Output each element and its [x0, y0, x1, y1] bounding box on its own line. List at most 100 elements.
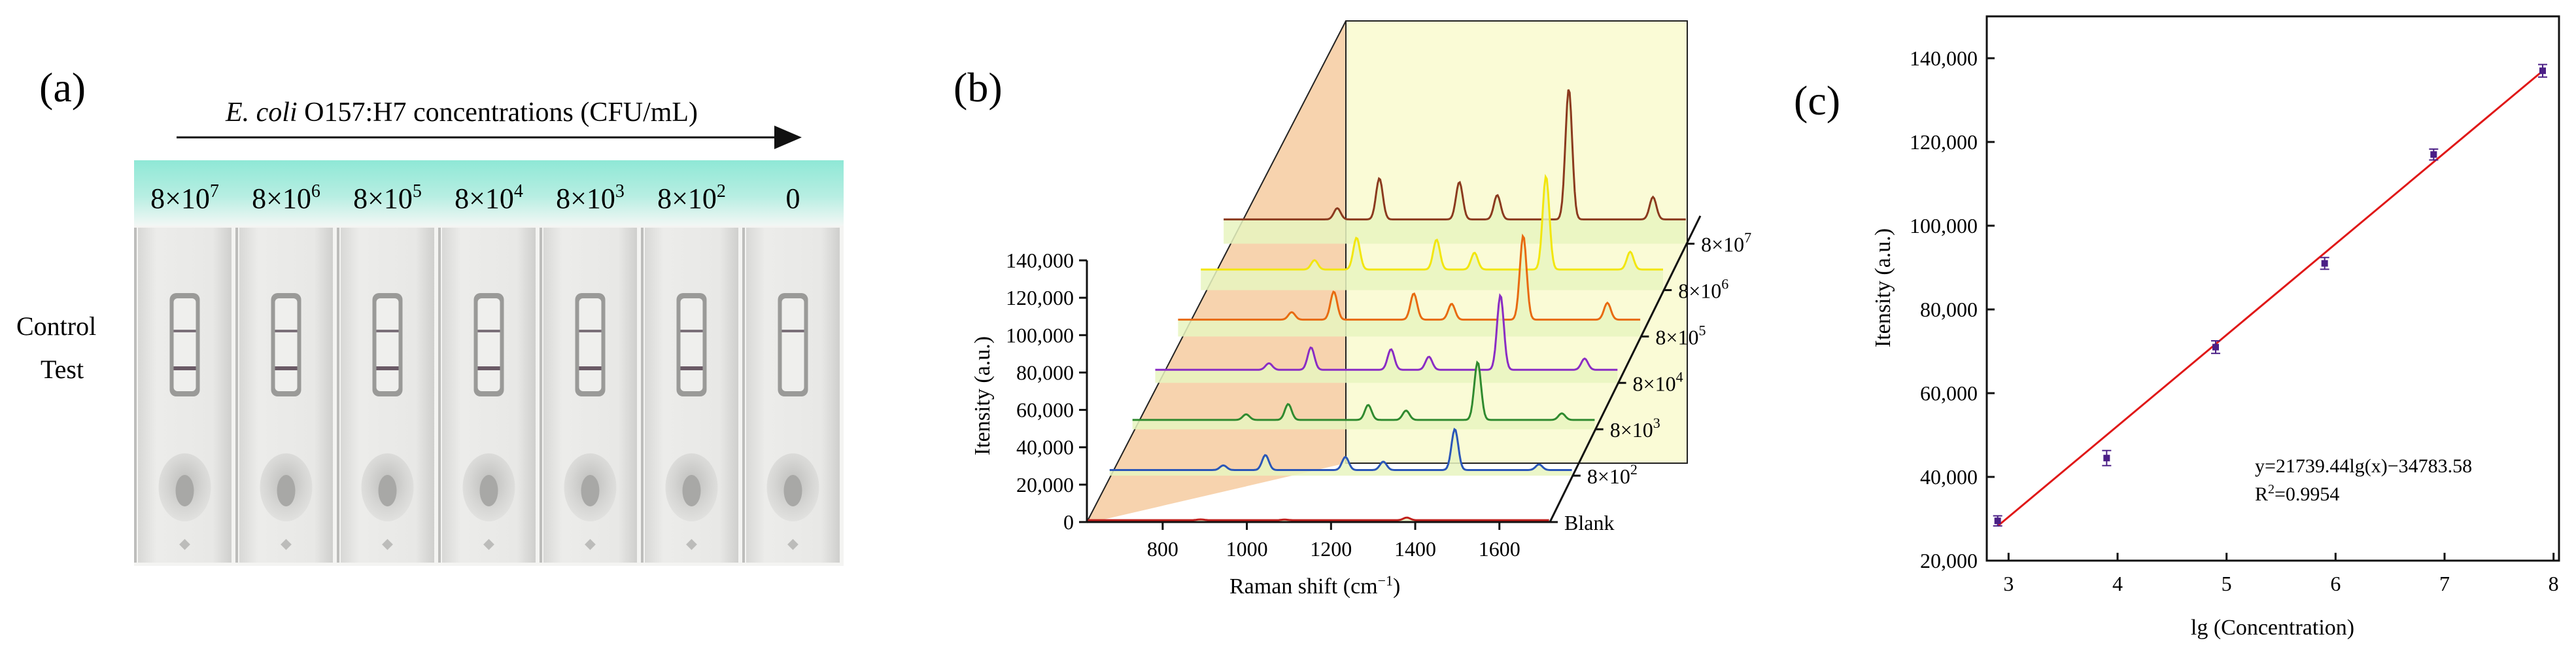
test-strip: 8×103 ◆	[540, 181, 637, 563]
raman-x-label: Raman shift (cm−1)	[1229, 572, 1400, 599]
spectrum-slice	[1109, 427, 1572, 476]
strip-concentration-base: 8×10	[657, 183, 717, 215]
raman-y-tick-label: 80,000	[1016, 360, 1074, 384]
panel-a: (a) E. coli O157:H7 concentrations (CFU/…	[16, 64, 844, 566]
calib-point	[2538, 63, 2547, 78]
panel-b-label: (b)	[953, 64, 1003, 111]
raman-y-tick-label: 20,000	[1016, 473, 1074, 497]
sample-well-hole	[783, 475, 802, 506]
concentration-label-exp: 6	[1721, 275, 1728, 292]
spectrum-slice	[1132, 360, 1595, 430]
calib-plot-frame	[1985, 15, 2560, 562]
spectrum-fill	[1178, 236, 1641, 337]
raman-x-tick-label: 800	[1147, 537, 1178, 561]
raman-y-tick-label: 60,000	[1016, 398, 1074, 422]
calib-y-tick-label: 40,000	[1920, 465, 1978, 489]
calib-y-tick-label: 60,000	[1920, 381, 1978, 405]
spectrum-slice	[1178, 234, 1641, 337]
strip-window	[680, 298, 703, 391]
concentration-label-base: 8×10	[1678, 279, 1721, 302]
raman-x-tick-label: 1000	[1226, 537, 1268, 561]
test-line	[477, 366, 500, 370]
test-line	[579, 366, 602, 370]
sample-well-hole	[277, 475, 296, 506]
concentration-label-base: Blank	[1564, 511, 1614, 534]
concentration-label-exp: 2	[1630, 461, 1638, 478]
test-row-label: Test	[41, 355, 84, 384]
raman-depth-axis	[1549, 215, 1702, 523]
spectrum-fill	[1155, 295, 1618, 383]
strip-concentration-base: 8×10	[252, 183, 311, 215]
fit-equation: y=21739.44lg(x)−34783.58	[2255, 455, 2472, 477]
strip-concentration-exp: 5	[413, 181, 422, 201]
diamond-icon: ◆	[483, 535, 494, 551]
concentration-label: 8×107	[1701, 230, 1751, 256]
concentration-label-exp: 5	[1698, 322, 1706, 338]
strip-window	[173, 298, 196, 391]
control-line	[376, 330, 399, 332]
raman-x-tick-label: 1200	[1310, 537, 1352, 561]
sample-well-hole	[479, 475, 498, 506]
raman-y-ticks: 0 20,000 40,000 60,000 80,000 100,000 120,000 1…	[1006, 249, 1087, 534]
calib-x-tick-label: 6	[2330, 572, 2341, 595]
raman-y-tick-label: 140,000	[1006, 249, 1074, 272]
calib-x-tick-label: 7	[2439, 572, 2450, 595]
strip-window	[477, 298, 500, 391]
spectrum-fill	[1224, 90, 1686, 244]
concentration-label-exp: 7	[1744, 230, 1751, 246]
strip-concentration-exp: 3	[615, 181, 625, 201]
test-strip: 8×106 ◆	[235, 181, 333, 563]
panel-c: (c) 3 4 5 6 7 8 20,000 40,000 60,000 80,000 100,00…	[1794, 15, 2560, 640]
arrow-title-rest: O157:H7 concentrations (CFU/mL)	[298, 97, 698, 128]
calib-y-tick-label: 20,000	[1920, 549, 1978, 572]
test-line	[680, 366, 703, 370]
raman-y-tick-label: 120,000	[1006, 286, 1074, 309]
fit-r2-exp: 2	[2268, 482, 2275, 497]
calib-point	[2211, 340, 2220, 355]
diamond-icon: ◆	[686, 535, 697, 551]
strip-concentration-base: 8×10	[556, 183, 615, 215]
concentration-label-base: 8×10	[1610, 418, 1653, 442]
strip-concentration-exp: 7	[210, 181, 219, 201]
control-line	[173, 330, 196, 332]
concentration-label: 8×103	[1610, 415, 1660, 442]
strip-window	[275, 298, 298, 391]
spectrum-fill	[1109, 429, 1572, 476]
strip-concentration-label: 8×106	[252, 181, 320, 215]
strip-concentration-exp: 2	[717, 181, 726, 201]
test-strip: 8×104 ◆	[438, 181, 536, 563]
raman-y-label: Itensity (a.u.)	[970, 336, 995, 455]
spectrum-line	[1087, 516, 1549, 521]
spectrum-slice	[1155, 293, 1618, 383]
diamond-icon: ◆	[382, 535, 393, 551]
test-line	[376, 366, 399, 370]
panel-a-label: (a)	[39, 64, 86, 111]
panel-b: (b) 800 1000 1200 1400 1600 0 20,000 40,000 60,…	[953, 20, 1751, 599]
spectrum-slice	[1201, 173, 1663, 290]
calib-y-tick-label: 80,000	[1920, 298, 1978, 321]
test-strip: 0◆	[742, 183, 840, 563]
concentration-label: 8×106	[1678, 275, 1728, 302]
calib-x-tick-label: 8	[2549, 572, 2559, 595]
control-line	[680, 330, 703, 332]
spectrum-slice	[1224, 89, 1686, 244]
concentration-label: Blank	[1564, 511, 1614, 534]
data-marker	[2539, 67, 2546, 75]
strip-concentration-base: 8×10	[150, 183, 210, 215]
raman-x-tick-label: 1600	[1479, 537, 1520, 561]
spectrum-slice	[1087, 516, 1549, 522]
diamond-icon: ◆	[179, 535, 190, 551]
strip-window	[376, 298, 399, 391]
raman-x-label-close: )	[1393, 574, 1400, 599]
strip-concentration-base: 8×10	[455, 183, 514, 215]
fit-r2-value: =0.9954	[2275, 483, 2339, 505]
strip-concentration-label: 0	[786, 183, 800, 215]
spectrum-line	[1155, 293, 1618, 371]
calib-points	[1993, 63, 2547, 527]
raman-x-ticks: 800 1000 1200 1400 1600	[1147, 522, 1520, 561]
strip-concentration-exp: 6	[311, 181, 320, 201]
strip-concentration-label: 8×105	[353, 181, 422, 215]
spectrum-line	[1224, 89, 1686, 220]
calib-y-tick-label: 100,000	[1910, 214, 1978, 237]
